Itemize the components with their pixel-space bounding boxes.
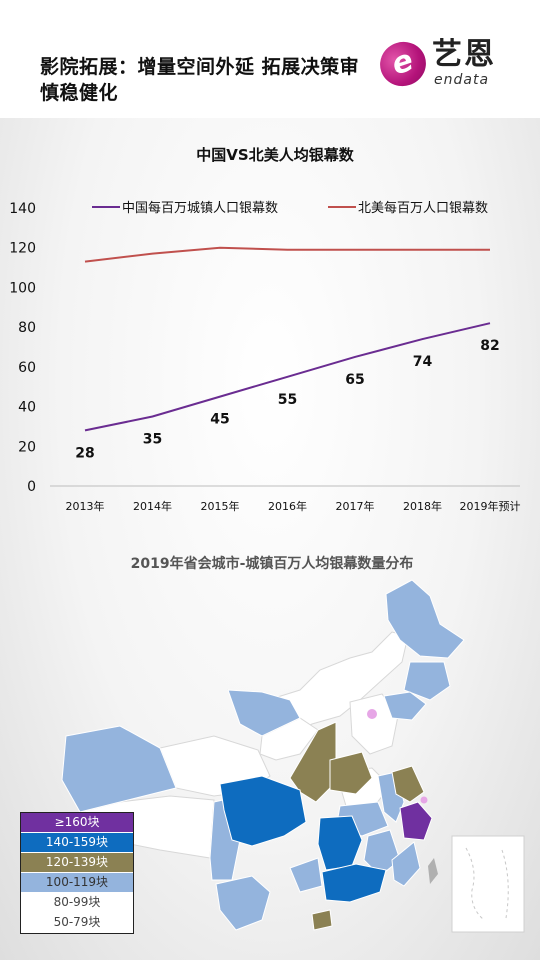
province-shaanxi	[289, 721, 337, 803]
y-tick-label: 20	[18, 439, 36, 455]
data-label: 82	[480, 338, 499, 354]
legend-label: 中国每百万城镇人口银幕数	[122, 200, 278, 216]
province-guangxi-north	[289, 857, 323, 893]
provinces-140-159	[219, 775, 387, 903]
map-legend: ≥160块 140-159块 120-139块 100-119块 80-99块 50-79…	[20, 812, 134, 934]
y-tick-label: 140	[9, 201, 36, 217]
map-legend-item: 120-139块	[21, 853, 133, 873]
x-tick-label: 2013年	[66, 499, 105, 513]
endata-logo: e 艺恩 endata	[374, 35, 520, 93]
data-label: 28	[75, 445, 94, 461]
x-tick-label: 2016年	[268, 499, 307, 513]
y-tick-label: 80	[18, 320, 36, 336]
map-legend-item: 80-99块	[21, 893, 133, 913]
y-tick-label: 100	[9, 280, 36, 296]
province-jiangxi	[363, 829, 401, 877]
china-map: 2019年省会城市-城镇百万人均银幕数量分布	[61, 555, 525, 933]
logo-english-name: endata	[434, 72, 490, 88]
y-tick-label: 0	[27, 479, 36, 495]
municipalities	[367, 709, 428, 804]
endata-logo-mark-icon: e	[374, 35, 432, 93]
x-tick-label: 2019年预计	[460, 499, 521, 513]
data-label: 74	[413, 354, 433, 370]
provinces-160-plus	[399, 801, 433, 841]
city-beijing	[367, 709, 377, 719]
province-zhejiang	[399, 801, 433, 841]
x-tick-label: 2014年	[133, 499, 172, 513]
provinces-120-139	[289, 721, 425, 931]
chart-series	[84, 246, 491, 432]
south-china-sea-inset	[451, 835, 525, 933]
series-line	[84, 246, 490, 263]
map-legend-item: 100-119块	[21, 873, 133, 893]
data-label: 55	[278, 392, 297, 408]
province-hunan	[317, 815, 363, 871]
province-xinjiang-east	[61, 725, 177, 813]
page-title: 影院拓展：增量空间外延 拓展决策审慎稳健化	[40, 56, 360, 104]
y-tick-label: 60	[18, 360, 36, 376]
legend-label: 北美每百万人口银幕数	[358, 200, 488, 216]
province-jilin	[403, 661, 451, 701]
logo-mark-letter: e	[387, 42, 418, 83]
logo-chinese-name: 艺恩	[432, 37, 496, 72]
x-tick-label: 2018年	[403, 499, 442, 513]
data-label: 65	[345, 372, 364, 388]
y-tick-label: 40	[18, 400, 36, 416]
province-hebei	[349, 693, 399, 755]
province-sichuan	[219, 775, 307, 847]
series-line	[84, 322, 491, 432]
province-jiangsu	[391, 765, 425, 803]
provinces-white	[65, 631, 409, 859]
map-title: 2019年省会城市-城镇百万人均银幕数量分布	[131, 555, 414, 572]
y-tick-label: 120	[9, 241, 36, 257]
province-guangdong	[321, 863, 387, 903]
header: 影院拓展：增量空间外延 拓展决策审慎稳健化 e 艺恩 endata	[0, 0, 540, 118]
data-labels: 28 35 45 55 65 74 82	[75, 338, 499, 461]
province-hainan	[311, 909, 333, 931]
province-liaoning	[383, 691, 427, 721]
x-tick-label: 2015年	[201, 499, 240, 513]
data-label: 45	[210, 412, 229, 428]
province-heilongjiang	[385, 579, 465, 659]
chart-title: 中国VS北美人均银幕数	[196, 146, 354, 164]
map-legend-item: ≥160块	[21, 813, 133, 833]
province-inner-mongolia-west	[227, 689, 301, 737]
data-label: 35	[143, 432, 162, 448]
x-tick-label: 2017年	[336, 499, 375, 513]
map-legend-item: 140-159块	[21, 833, 133, 853]
province-yunnan	[215, 875, 271, 931]
province-shanxi	[329, 751, 373, 795]
map-legend-item: 50-79块	[21, 913, 133, 933]
province-fujian	[391, 841, 421, 887]
y-axis: 0 20 40 60 80 100 120 140	[9, 201, 36, 495]
city-shanghai	[420, 796, 428, 804]
province-taiwan	[428, 858, 438, 884]
chart-legend: 中国每百万城镇人口银幕数 北美每百万人口银幕数	[92, 200, 488, 216]
line-chart: 中国VS北美人均银幕数 中国每百万城镇人口银幕数 北美每百万人口银幕数 0 20 40…	[9, 146, 521, 513]
x-axis: 2013年 2014年 2015年 2016年 2017年 2018年 2019年预计	[50, 485, 521, 513]
